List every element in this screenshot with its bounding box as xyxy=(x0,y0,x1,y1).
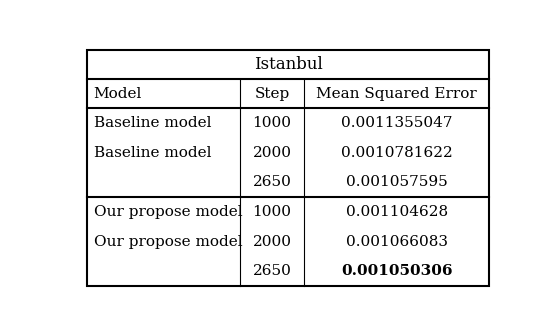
Text: Baseline model: Baseline model xyxy=(94,116,211,130)
Text: Istanbul: Istanbul xyxy=(254,56,323,73)
Text: Step: Step xyxy=(254,86,290,101)
Text: 1000: 1000 xyxy=(253,205,291,219)
Text: 2650: 2650 xyxy=(253,175,291,189)
Text: 0.0010781622: 0.0010781622 xyxy=(341,146,453,160)
Text: 2650: 2650 xyxy=(253,264,291,278)
Text: 0.001057595: 0.001057595 xyxy=(346,175,448,189)
Text: 0.001104628: 0.001104628 xyxy=(345,205,448,219)
Text: 0.001050306: 0.001050306 xyxy=(341,264,453,278)
Text: Baseline model: Baseline model xyxy=(94,146,211,160)
Text: Our propose model: Our propose model xyxy=(94,235,242,248)
Text: Model: Model xyxy=(94,86,142,101)
Text: 0.0011355047: 0.0011355047 xyxy=(341,116,453,130)
Text: 0.001066083: 0.001066083 xyxy=(346,235,448,248)
Text: Our propose model: Our propose model xyxy=(94,205,242,219)
Text: 2000: 2000 xyxy=(253,146,291,160)
Text: 1000: 1000 xyxy=(253,116,291,130)
Text: 2000: 2000 xyxy=(253,235,291,248)
Text: Mean Squared Error: Mean Squared Error xyxy=(316,86,477,101)
